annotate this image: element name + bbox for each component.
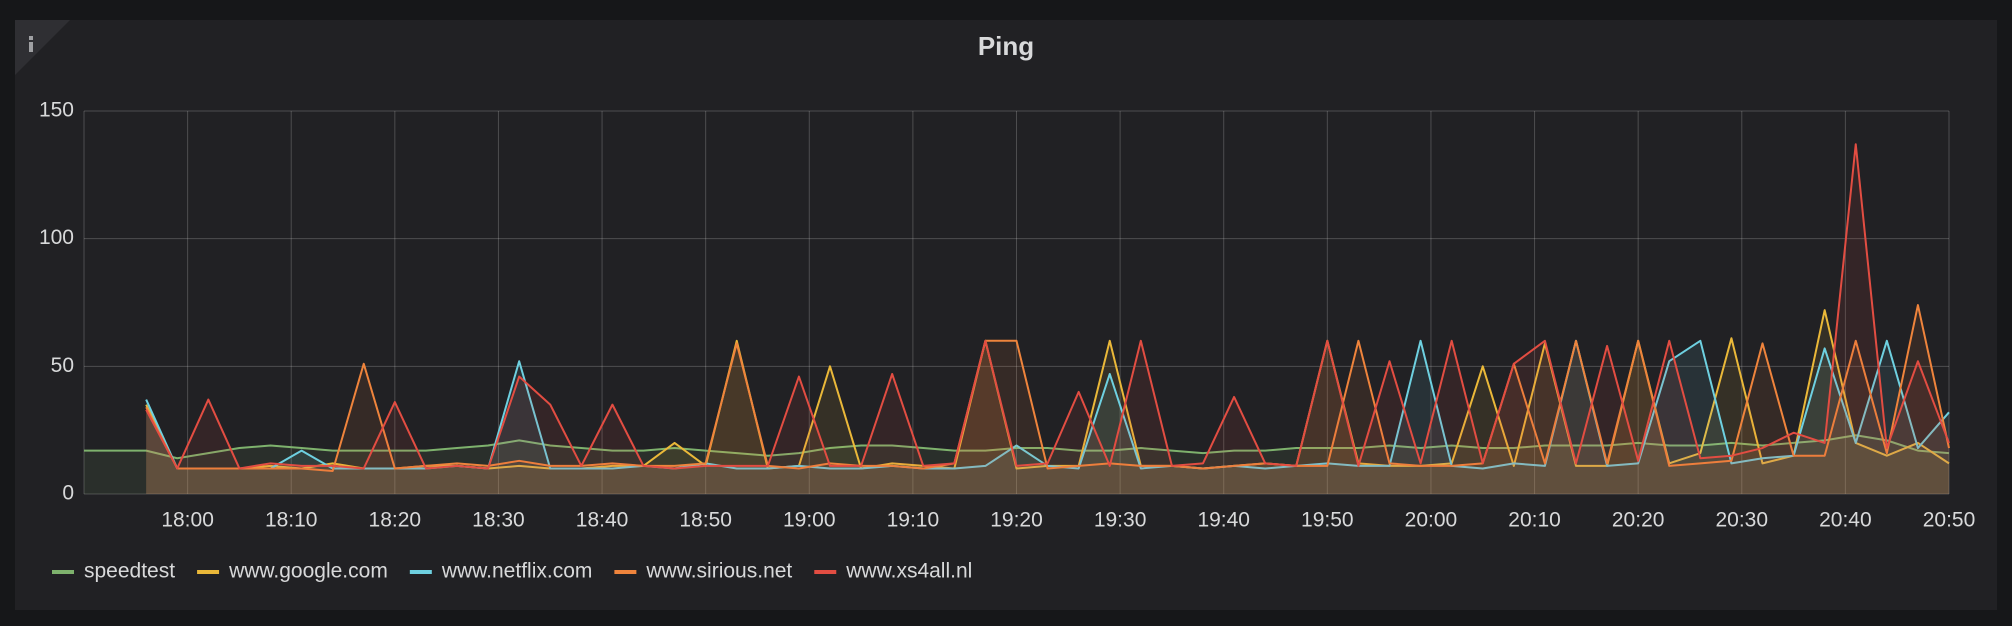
series-line bbox=[84, 434, 1950, 460]
x-tick-label: 20:00 bbox=[1405, 509, 1458, 532]
series-line bbox=[145, 304, 1950, 473]
x-tick-label: 18:40 bbox=[576, 509, 629, 532]
info-stem bbox=[29, 42, 33, 52]
x-tick-label: 20:40 bbox=[1819, 509, 1872, 532]
x-tick-label: 20:20 bbox=[1612, 509, 1665, 532]
chart-title: Ping bbox=[978, 31, 1034, 61]
y-tick-label: 150 bbox=[39, 99, 74, 122]
info-dot bbox=[29, 36, 33, 40]
info-corner[interactable] bbox=[15, 20, 70, 75]
series-area bbox=[146, 144, 1950, 494]
panel bbox=[15, 20, 1997, 610]
legend-label[interactable]: www.xs4all.nl bbox=[845, 560, 972, 583]
x-tick-label: 20:30 bbox=[1715, 509, 1768, 532]
series-area bbox=[146, 305, 1950, 494]
x-tick-label: 19:30 bbox=[1094, 509, 1147, 532]
x-tick-label: 18:20 bbox=[369, 509, 422, 532]
x-tick-label: 18:50 bbox=[679, 509, 732, 532]
y-tick-label: 50 bbox=[51, 354, 74, 377]
y-tick-label: 0 bbox=[62, 482, 74, 505]
legend-label[interactable]: www.sirious.net bbox=[645, 560, 792, 583]
series-line bbox=[145, 143, 1950, 470]
x-tick-label: 19:50 bbox=[1301, 509, 1354, 532]
x-tick-label: 20:50 bbox=[1923, 509, 1976, 532]
x-tick-label: 18:10 bbox=[265, 509, 318, 532]
y-tick-label: 100 bbox=[39, 226, 74, 249]
x-tick-label: 18:30 bbox=[472, 509, 525, 532]
x-tick-label: 18:00 bbox=[161, 509, 214, 532]
x-tick-label: 19:00 bbox=[783, 509, 836, 532]
series-area bbox=[146, 310, 1950, 494]
x-tick-label: 19:10 bbox=[887, 509, 940, 532]
x-tick-label: 19:40 bbox=[1197, 509, 1250, 532]
legend-label[interactable]: www.netflix.com bbox=[441, 560, 593, 583]
legend-label[interactable]: www.google.com bbox=[228, 560, 388, 583]
x-tick-label: 20:10 bbox=[1508, 509, 1561, 532]
legend-label[interactable]: speedtest bbox=[84, 560, 175, 583]
x-tick-label: 19:20 bbox=[990, 509, 1043, 532]
